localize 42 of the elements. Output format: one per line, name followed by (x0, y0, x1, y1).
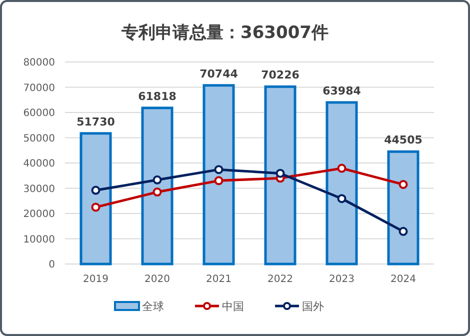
x-tick-label: 2021 (206, 274, 232, 285)
point (214, 176, 224, 186)
point (91, 186, 100, 195)
point (398, 226, 408, 236)
point (152, 188, 162, 197)
x-tick-label: 2022 (268, 274, 293, 285)
chart-title: 专利申请总量：363007件 (120, 23, 328, 43)
point (152, 175, 162, 184)
legend-label: 国外 (302, 300, 324, 313)
data-label: 70226 (261, 68, 300, 82)
data-label: 51730 (76, 115, 116, 128)
bar (387, 150, 420, 266)
data-label: 44505 (384, 134, 422, 147)
x-tick-label: 2023 (329, 274, 354, 285)
data-label: 61818 (138, 90, 176, 103)
point (91, 202, 100, 212)
point (337, 194, 346, 204)
y-tick-label: 20000 (23, 209, 55, 220)
y-tick-label: 50000 (23, 133, 55, 144)
point (398, 180, 408, 189)
y-tick-label: 30000 (23, 184, 55, 195)
y-tick-label: 60000 (23, 108, 55, 119)
bar (80, 132, 112, 266)
x-tick-label: 2020 (144, 274, 170, 285)
y-tick-label: 80000 (23, 58, 55, 68)
bar (141, 106, 174, 266)
bar (264, 85, 296, 266)
y-tick-label: 40000 (23, 158, 55, 170)
legend-label: 全球 (142, 300, 164, 313)
legend-label: 中国 (222, 300, 244, 313)
bar (202, 84, 235, 266)
y-tick-label: 10000 (23, 234, 55, 246)
point (337, 164, 346, 173)
point (276, 168, 285, 178)
data-label: 63984 (322, 84, 362, 98)
x-tick-label: 2024 (390, 274, 416, 285)
y-tick-label: 0 (48, 260, 55, 270)
bar (326, 101, 358, 266)
x-tick-label: 2019 (83, 274, 108, 285)
data-label: 70744 (200, 67, 238, 80)
point (214, 165, 224, 174)
y-tick-label: 70000 (23, 82, 55, 94)
